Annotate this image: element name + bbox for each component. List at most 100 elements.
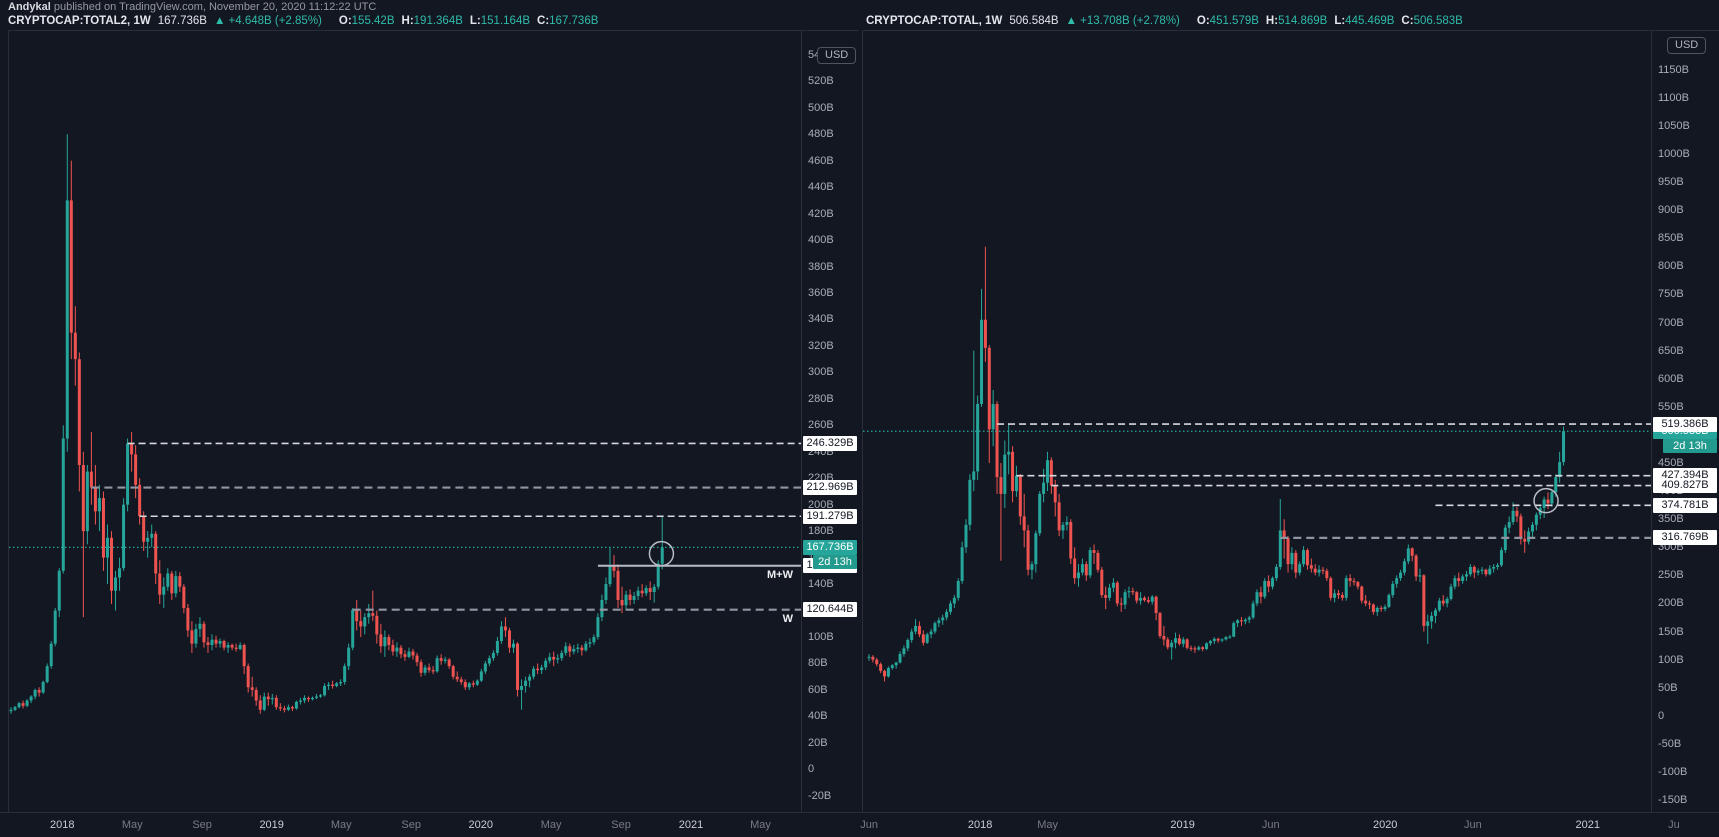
candle-body — [17, 703, 21, 708]
candle-body — [503, 626, 507, 631]
chart-pane-total[interactable]: -150B -100B -50B 0 50B 100B 150B 200B 250B 300B 35… — [862, 30, 1719, 813]
symbol-title: CRYPTOCAP:TOTAL2, 1W — [8, 15, 151, 27]
candle-body — [359, 621, 363, 627]
candle-body — [1197, 647, 1201, 650]
candle-body — [1011, 451, 1015, 492]
close-label: C: — [1401, 15, 1414, 27]
price-tick-label: 800B — [1658, 260, 1684, 273]
candle-body — [447, 659, 451, 667]
candle-body — [222, 640, 226, 648]
candlestick-chart[interactable] — [863, 31, 1719, 813]
candle-body — [1294, 552, 1298, 573]
candle-body — [387, 637, 391, 645]
candlestick-chart[interactable] — [9, 31, 860, 813]
candle-body — [1364, 600, 1368, 604]
candle-body — [1465, 574, 1469, 577]
candle-body — [126, 443, 130, 505]
candle-body — [524, 680, 528, 686]
currency-badge[interactable]: USD — [817, 46, 857, 64]
candle-body — [616, 570, 620, 600]
candle-body — [656, 563, 660, 587]
candle-body — [1018, 475, 1022, 517]
candle-body — [73, 332, 77, 360]
candle-body — [101, 498, 105, 558]
candle-body — [871, 656, 875, 660]
candle-body — [1255, 592, 1259, 604]
price-level-label: 212.969B — [803, 480, 857, 496]
candle-body — [1115, 582, 1119, 604]
chart-pane-total2[interactable]: -20B020B40B60B80B100B120B140B160B180B200… — [8, 30, 860, 813]
price-level-label: 374.781B — [1653, 497, 1717, 513]
candle-body — [395, 647, 399, 652]
candle-body — [134, 454, 138, 485]
candle-body — [37, 689, 41, 693]
candle-body — [1259, 592, 1263, 597]
candle-body — [407, 651, 411, 657]
candle-body — [1166, 639, 1170, 648]
candle-body — [1336, 593, 1340, 596]
candle-body — [423, 667, 427, 673]
candle-body — [1084, 564, 1088, 576]
candle-body — [1104, 595, 1108, 598]
time-axis-month-label: Jun — [1464, 819, 1482, 831]
candle-body — [483, 663, 487, 672]
time-axis-year-label: 2020 — [468, 819, 493, 831]
price-level-label: 316.769B — [1653, 530, 1717, 546]
candle-body — [560, 652, 564, 659]
candle-body — [1472, 566, 1476, 573]
candle-body — [1356, 582, 1360, 587]
price-tick-label: -100B — [1658, 765, 1688, 778]
price-tick-label: -150B — [1658, 794, 1688, 807]
price-tick-label: 1050B — [1658, 119, 1690, 132]
candle-body — [1340, 595, 1344, 598]
candle-body — [1030, 564, 1034, 570]
candle-body — [1484, 569, 1488, 575]
price-tick-label: -50B — [1658, 737, 1682, 750]
candle-body — [1309, 565, 1313, 569]
candle-body — [415, 655, 419, 663]
candle-body — [1170, 642, 1174, 648]
candle-body — [491, 652, 495, 659]
candle-body — [302, 697, 306, 701]
open-label: O: — [1196, 15, 1210, 27]
price-change: ▲ +4.648B (+2.85%) — [213, 15, 322, 27]
candle-body — [69, 200, 73, 333]
candle-body — [1189, 647, 1193, 649]
candle-body — [552, 656, 556, 660]
candle-body — [335, 683, 339, 686]
circle-drawing[interactable] — [648, 540, 675, 567]
candle-body — [339, 682, 343, 684]
time-axis[interactable]: 2018 May Sep 2019 May Sep 2020 May Sep 2021 May Jun… — [0, 812, 1719, 837]
candle-body — [933, 623, 937, 632]
candle-body — [41, 682, 45, 693]
candle-body — [644, 588, 648, 594]
candle-body — [1243, 619, 1247, 622]
candle-body — [1088, 550, 1092, 576]
candle-body — [1042, 482, 1046, 494]
candle-body — [33, 689, 37, 697]
candle-body — [1003, 454, 1007, 494]
candle-body — [1317, 569, 1321, 573]
candle-body — [1511, 510, 1515, 522]
candle-body — [1352, 580, 1356, 583]
candle-body — [1205, 643, 1209, 649]
candle-body — [604, 584, 608, 600]
circle-drawing[interactable] — [1533, 487, 1559, 514]
candle-body — [1298, 564, 1302, 573]
candle-body — [1092, 550, 1096, 553]
candle-body — [1077, 572, 1081, 579]
candle-body — [937, 620, 941, 624]
candle-body — [1069, 521, 1073, 559]
candle-body — [194, 629, 198, 644]
candle-body — [1162, 636, 1166, 640]
currency-badge[interactable]: USD — [1667, 37, 1707, 54]
price-tick-label: 850B — [1658, 232, 1684, 245]
candle-body — [443, 659, 447, 661]
price-tick-label: 1150B — [1658, 63, 1689, 76]
candle-body — [1127, 591, 1131, 593]
candle-body — [246, 666, 250, 688]
last-price: 167.736B — [157, 15, 207, 27]
candle-body — [290, 707, 294, 709]
price-level-label: 246.329B — [803, 435, 857, 451]
